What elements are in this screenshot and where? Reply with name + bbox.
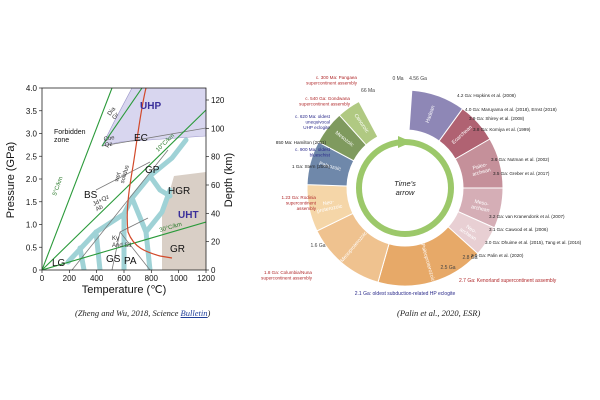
annotation-left: c. 620 Ma: oldest unequivocal UHP eclogite — [295, 114, 331, 130]
annotation-left: 1.23 Ga: Rodinia supercontinent assembly — [282, 195, 317, 211]
depth-tick-label: 20 — [211, 238, 220, 247]
gradient-30-line — [42, 221, 206, 270]
annotation-left: c. 540 Ga: Gondwana supercontinent assemb… — [299, 96, 351, 106]
ky-and-sil-label: Ky And Sil — [112, 236, 131, 249]
annotations-left: c. 300 Ma: Pangaea supercontinent assembl… — [261, 75, 358, 280]
right-caption: (Palin et al., 2020, ESR) — [397, 308, 481, 318]
science-bulletin-link[interactable]: Bulletin — [180, 308, 208, 318]
time-label-28ga: 2.8 Ga — [462, 255, 477, 261]
depth-tick-label: 40 — [211, 209, 220, 218]
bs-label: BS — [84, 190, 98, 201]
y-tick-label: 2.5 — [26, 152, 38, 161]
gradient-5-line — [42, 88, 113, 270]
x-axis-label: Temperature (℃) — [82, 284, 167, 296]
depth-tick-label: 120 — [211, 96, 225, 105]
hgr-label: HGR — [168, 186, 190, 197]
era-label: Paleozoic — [318, 161, 342, 173]
annotation-right: 3.5 Ga: Greber et al. (2017) — [493, 171, 550, 176]
era-label: Hadean — [425, 105, 437, 124]
ring-inner-disc — [347, 130, 463, 246]
depth-tick-label: 80 — [211, 153, 220, 162]
forbidden-zone-label: Forbidden zone — [54, 129, 86, 144]
annotation-right: 3.1 Ga: Cawood et al. (2006) — [489, 227, 548, 232]
annotation-right: 3.6 Ga: Nutman et al. (2002) — [491, 157, 550, 162]
y-axis-label: Pressure (GPa) — [5, 142, 17, 218]
annotation-left: c. 900 Ma: oldest blueschist — [295, 147, 331, 157]
uht-label: UHT — [178, 210, 199, 221]
left-caption: (Zheng and Wu, 2018, Science Bulletin) — [75, 308, 211, 318]
era-label: Paleo-archean — [470, 161, 491, 177]
x-tick-label: 200 — [63, 274, 77, 283]
y-ticks: 0 0.5 1.0 1.5 2.0 2.5 3.0 3.5 4.0 — [26, 84, 42, 275]
time-label-66ma: 66 Ma — [361, 88, 375, 94]
depth-tick-label: 100 — [211, 124, 225, 133]
uhp-label: UHP — [140, 101, 161, 112]
gradient-10-line — [42, 109, 206, 270]
annotation-right: 4.0 Ga: Maruyama et al. (2018), Ernst (2… — [465, 107, 557, 112]
gr-label: GR — [170, 244, 185, 255]
era-label: Neo-proterozoic — [315, 198, 343, 215]
y-tick-label: 0 — [33, 266, 38, 275]
uht-field — [162, 172, 206, 270]
y-tick-label: 3.0 — [26, 130, 38, 139]
time-label-456ga: 4.56 Ga — [409, 76, 427, 82]
annotation-right: 3.9 Ga: Shirey et al. (2008) — [469, 116, 525, 121]
depth-tick-label: 60 — [211, 181, 220, 190]
dia-gr-label: DiaGr — [107, 106, 122, 121]
y-tick-label: 2.0 — [26, 175, 38, 184]
annotation-right: 3.8 Ga: Komiya et al. (1999) — [473, 127, 531, 132]
x-tick-label: 1000 — [170, 274, 188, 283]
era-label: Meso-archean — [470, 198, 491, 214]
x-tick-label: 1200 — [197, 274, 215, 283]
y-tick-label: 3.5 — [26, 107, 38, 116]
annotation-left: 1.8 Ga: Columbia/Nuna supercontinent asse… — [261, 270, 313, 280]
coe-qz-label: CoeQz — [103, 135, 117, 149]
time-label-0ma: 0 Ma — [392, 76, 403, 82]
gp-label: GP — [145, 165, 160, 176]
ring-segments: HadeanEoarcheanPaleo-archeanMeso-archean… — [306, 89, 504, 287]
x-tick-label: 800 — [145, 274, 159, 283]
ec-label: EC — [134, 133, 148, 144]
y-tick-label: 1.0 — [26, 221, 38, 230]
y-tick-label: 1.5 — [26, 198, 38, 207]
x-ticks: 0 200 400 600 800 1000 1200 — [40, 270, 215, 283]
depth-tick-label: 0 — [211, 266, 216, 275]
gs-label: GS — [106, 254, 121, 265]
wet-solidus-line — [126, 88, 173, 259]
pt-diagram: 0 200 400 600 800 1000 1200 00.51.01.52.02.53.… — [5, 84, 235, 296]
annotation-right: 2.9 Ga: Palin et al. (2020) — [471, 253, 524, 258]
annotation-right: 3.2 Ga: van Kranendonk et al. (2007) — [489, 214, 565, 219]
time-label-25ga: 2.5 Ga — [440, 265, 455, 271]
time-arrow-head — [398, 136, 412, 148]
kenorland-annotation: 2.7 Ga: Kenorland supercontinent assembl… — [459, 278, 557, 284]
x-tick-label: 0 — [40, 274, 45, 283]
wet-solidus-label: wetsolidus — [114, 163, 131, 185]
uhp-field — [101, 88, 206, 147]
depth-axis-label: Depth (km) — [223, 153, 235, 207]
bottom-annotation: 2.1 Ga: oldest subduction-related HP ecl… — [355, 291, 456, 297]
lg-label: LG — [52, 258, 66, 269]
time-label-16ga: 1.6 Ga — [310, 243, 325, 249]
annotation-right: 3.0 Ga: Dhuime et al. (2015), Tang et al… — [485, 240, 582, 245]
y-tick-label: 0.5 — [26, 243, 38, 252]
dia-gr-line — [101, 88, 143, 147]
annotation-right: 4.2 Ga: Hopkins et al. (2008) — [457, 93, 516, 98]
time-ring-diagram: HadeanEoarcheanPaleo-archeanMeso-archean… — [261, 75, 581, 297]
y-tick-label: 4.0 — [26, 84, 38, 93]
annotation-left: 1 Ga: Stern (2005) — [292, 164, 331, 169]
pa-label: PA — [124, 256, 137, 267]
x-tick-label: 600 — [117, 274, 131, 283]
x-tick-label: 400 — [90, 274, 104, 283]
depth-ticks: 0 20 40 60 80 100 120 — [206, 96, 225, 275]
annotation-left: c. 300 Ma: Pangaea supercontinent assembl… — [306, 75, 358, 85]
annotation-left: 850 Ma: Hamilton (2011) — [276, 140, 327, 145]
annotations-right: 4.2 Ga: Hopkins et al. (2008) 4.0 Ga: Mar… — [457, 93, 582, 258]
time-arrow-label: Time's arrow — [394, 179, 416, 197]
